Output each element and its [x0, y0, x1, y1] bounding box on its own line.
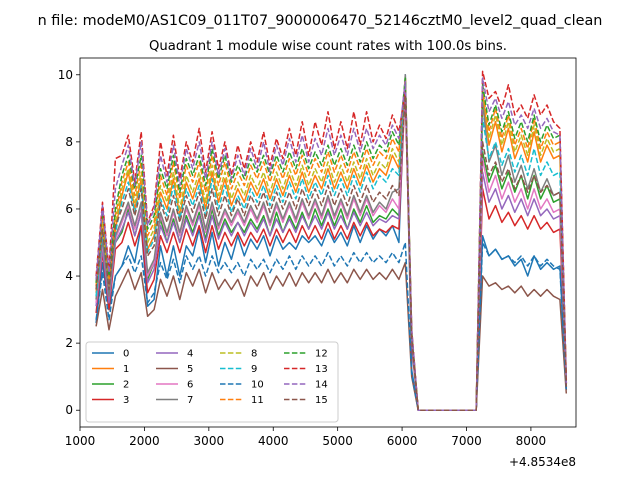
- x-tick-label: 8000: [516, 434, 547, 448]
- legend-label-9: 9: [251, 364, 257, 375]
- legend-label-1: 1: [123, 364, 129, 375]
- x-tick-label: 1000: [65, 434, 96, 448]
- y-tick-label: 2: [65, 336, 73, 350]
- series-line-14: [95, 77, 568, 411]
- x-tick-label: 6000: [387, 434, 418, 448]
- legend-box: [85, 341, 339, 423]
- series-line-12: [95, 77, 568, 411]
- x-tick-label: 3000: [194, 434, 225, 448]
- legend-label-13: 13: [315, 364, 328, 375]
- x-tick-label: 4000: [258, 434, 289, 448]
- series-line-13: [95, 70, 568, 411]
- legend-label-4: 4: [187, 349, 193, 360]
- series-layer: [95, 70, 568, 411]
- legend-label-15: 15: [315, 395, 328, 406]
- series-line-1: [95, 77, 568, 411]
- y-tick-label: 8: [65, 135, 73, 149]
- legend-label-11: 11: [251, 395, 264, 406]
- legend-label-2: 2: [123, 380, 129, 391]
- y-tick-label: 6: [65, 202, 73, 216]
- series-line-10: [95, 241, 568, 411]
- legend-label-6: 6: [187, 380, 193, 391]
- y-tick-label: 4: [65, 269, 73, 283]
- legend-label-10: 10: [251, 380, 264, 391]
- series-line-5: [95, 261, 568, 411]
- legend-label-0: 0: [123, 349, 129, 360]
- x-tick-label: 7000: [451, 434, 482, 448]
- series-line-6: [95, 77, 568, 411]
- plot-frame: [79, 57, 577, 428]
- legend-label-7: 7: [187, 395, 193, 406]
- x-axis: 1000 2000 3000 4000 5000 6000 7000 8000: [65, 427, 546, 448]
- series-line-15: [95, 94, 568, 411]
- figure-suptitle: n file: modeM0/AS1C09_011T07_9000006470_…: [38, 13, 603, 29]
- x-tick-label: 2000: [129, 434, 160, 448]
- y-axis: 0 2 4 6 8 10: [58, 68, 80, 417]
- legend-label-14: 14: [315, 380, 328, 391]
- series-line-7: [95, 74, 568, 411]
- series-line-11: [95, 77, 568, 411]
- series-line-2: [95, 80, 568, 411]
- y-tick-label: 0: [65, 403, 73, 417]
- series-line-8: [95, 77, 568, 411]
- legend-label-8: 8: [251, 349, 257, 360]
- x-offset-text: +4.8534e8: [509, 455, 576, 469]
- series-line-4: [95, 84, 568, 411]
- legend-label-12: 12: [315, 349, 328, 360]
- x-tick-label: 5000: [322, 434, 353, 448]
- chart-title: Quadrant 1 module wise count rates with …: [149, 39, 507, 54]
- legend-label-3: 3: [123, 395, 129, 406]
- y-tick-label: 10: [58, 68, 73, 82]
- series-line-9: [95, 80, 568, 411]
- legend-label-5: 5: [187, 364, 193, 375]
- series-line-3: [95, 87, 568, 411]
